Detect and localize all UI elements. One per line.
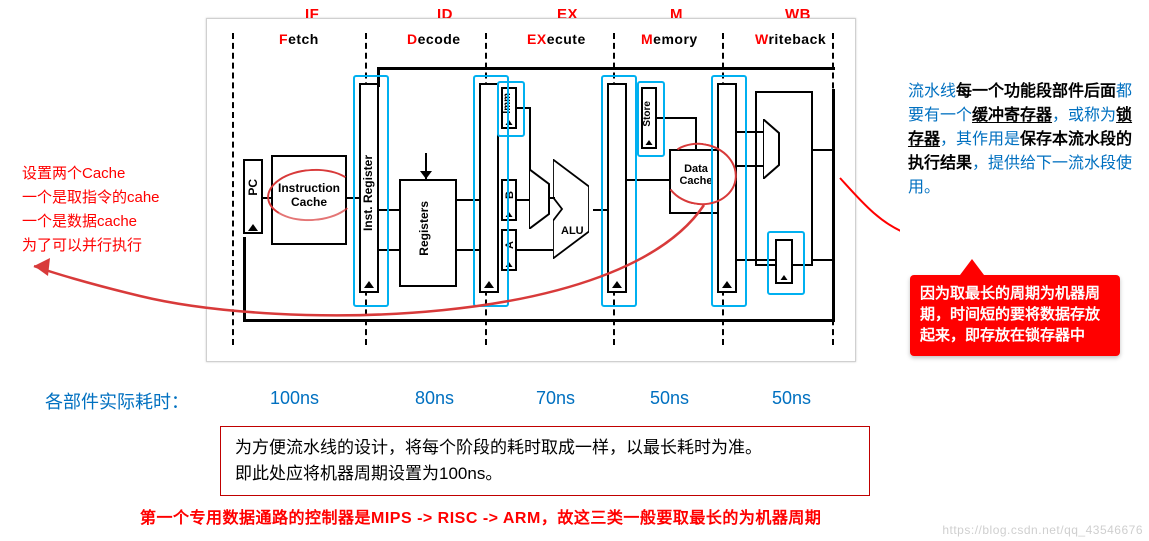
- timing-value-m: 50ns: [650, 388, 689, 409]
- left-annotation-line: 为了可以并行执行: [22, 234, 160, 258]
- stage-name-wb: Writeback: [755, 31, 826, 47]
- timing-label: 各部件实际耗时：: [45, 388, 189, 414]
- watermark: https://blog.csdn.net/qq_43546676: [942, 523, 1143, 537]
- right-annotation: 流水线每一个功能段部件后面都要有一个缓冲寄存器，或称为锁存器，其作用是保存本流水…: [908, 80, 1133, 200]
- timing-value-ex: 70ns: [536, 388, 575, 409]
- wire: [549, 197, 555, 199]
- right-text-bold: 每一个功能段部件后面: [956, 83, 1116, 100]
- rule-line: 即此处应将机器周期设置为100ns。: [235, 461, 855, 487]
- bus-wire: [243, 319, 835, 322]
- alu-block: [553, 159, 589, 259]
- latch-highlight: [767, 231, 805, 295]
- stage-name-ex: EXecute: [527, 31, 586, 47]
- pc-block: [243, 159, 263, 234]
- arrowhead-icon: [420, 171, 432, 179]
- regfile-label: Registers: [417, 201, 431, 256]
- bus-wire: [832, 89, 835, 322]
- alu-label: ALU: [561, 225, 584, 237]
- pipeline-diagram: Fetch Decode EXecute Memory Writeback PC…: [206, 18, 856, 362]
- wire: [813, 149, 835, 151]
- wire: [517, 199, 529, 201]
- stage-divider: [232, 33, 234, 345]
- timing-value-id: 80ns: [415, 388, 454, 409]
- left-annotation-line: 一个是数据cache: [22, 210, 160, 234]
- timing-value-wb: 50ns: [772, 388, 811, 409]
- left-annotation-line: 一个是取指令的cahe: [22, 186, 160, 210]
- red-callout-text: 因为取最长的周期为机器周期，时间短的要将数据存放起来，即存放在锁存器中: [920, 285, 1100, 344]
- red-callout: 因为取最长的周期为机器周期，时间短的要将数据存放起来，即存放在锁存器中: [910, 275, 1120, 356]
- page: IF ID EX M WB 设置两个Cache 一个是取指令的cahe 一个是数…: [0, 0, 1149, 541]
- clock-icon: [248, 224, 258, 231]
- right-text-underline: 缓冲寄存器: [972, 107, 1052, 124]
- bus-wire: [243, 237, 246, 322]
- stage-name-id: Decode: [407, 31, 461, 47]
- bus-wire: [377, 67, 835, 70]
- stage-name-if: Fetch: [279, 31, 319, 47]
- right-text: ，其作用是: [940, 131, 1020, 148]
- wire: [813, 259, 835, 261]
- wire: [529, 107, 531, 171]
- bottom-strong: 第一个专用数据通路的控制器是MIPS -> RISC -> ARM，故这三类一般…: [140, 504, 821, 528]
- latch-highlight: [497, 81, 525, 137]
- mux-icon: [529, 169, 551, 234]
- latch-highlight: [353, 75, 389, 307]
- stage-name-m: Memory: [641, 31, 698, 47]
- right-text: 流水线: [908, 83, 956, 100]
- wire: [517, 249, 553, 251]
- rule-box: 为方便流水线的设计，将每个阶段的耗时取成一样，以最长耗时为准。 即此处应将机器周…: [220, 426, 870, 496]
- wb-mux-icon: [763, 119, 781, 184]
- latch-highlight: [601, 75, 637, 307]
- timing-value-if: 100ns: [270, 388, 319, 409]
- right-text: ，或称为: [1052, 107, 1116, 124]
- latch-highlight: [637, 81, 665, 157]
- rule-line: 为方便流水线的设计，将每个阶段的耗时取成一样，以最长耗时为准。: [235, 435, 855, 461]
- pc-label: PC: [246, 179, 260, 196]
- left-annotation: 设置两个Cache 一个是取指令的cahe 一个是数据cache 为了可以并行执…: [22, 162, 160, 258]
- left-annotation-line: 设置两个Cache: [22, 162, 160, 186]
